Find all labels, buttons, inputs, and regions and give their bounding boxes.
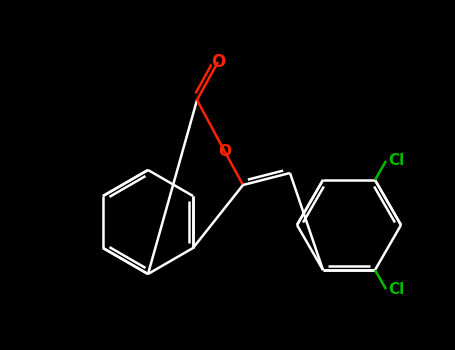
Text: Cl: Cl (388, 153, 404, 168)
Text: Cl: Cl (388, 282, 404, 296)
Text: O: O (218, 145, 232, 160)
Text: O: O (211, 53, 225, 71)
